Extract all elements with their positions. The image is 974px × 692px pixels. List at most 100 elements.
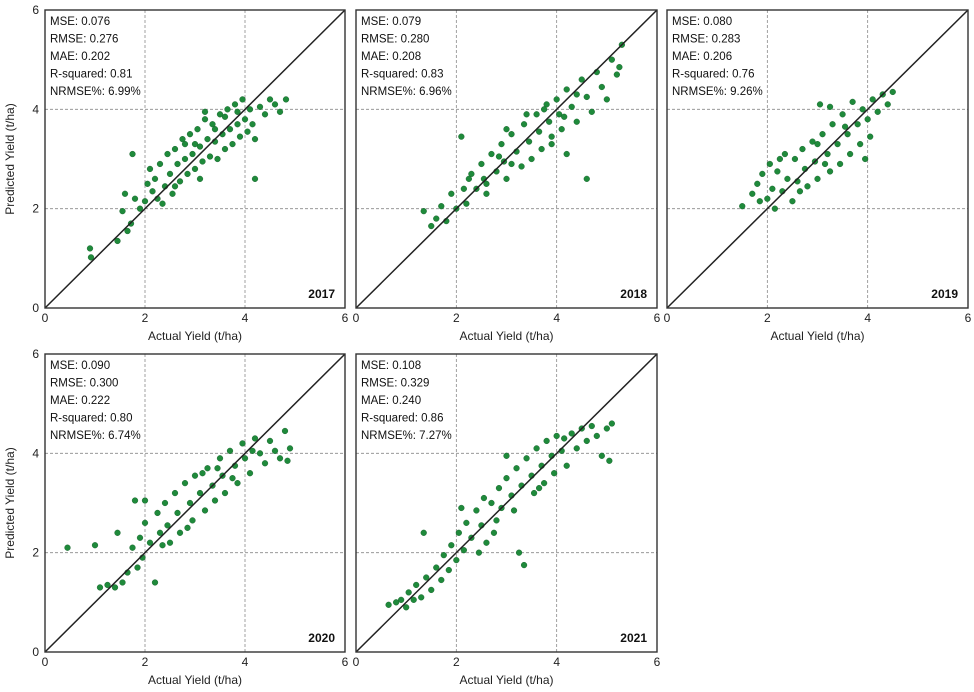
data-point: [86, 245, 94, 252]
data-point: [495, 153, 503, 160]
data-point: [191, 472, 199, 479]
reference-line-1to1: [44, 9, 346, 309]
data-point: [114, 237, 121, 245]
data-point: [191, 141, 199, 148]
data-point: [520, 561, 528, 569]
data-point: [214, 465, 221, 472]
data-point: [513, 465, 520, 472]
y-axis-label: Predicted Yield (t/ha): [3, 447, 17, 558]
reference-line-1to1: [44, 353, 346, 653]
data-point: [498, 141, 505, 148]
data-point: [423, 574, 430, 581]
data-point: [281, 427, 289, 435]
data-point: [104, 581, 111, 589]
data-point: [814, 141, 821, 148]
data-point: [169, 190, 176, 197]
data-point: [541, 480, 548, 487]
data-point: [543, 101, 550, 108]
data-point: [199, 470, 206, 477]
data-point: [603, 425, 610, 432]
data-point: [508, 160, 515, 168]
data-point: [91, 542, 99, 549]
stat-line: R-squared: 0.86: [361, 413, 443, 425]
stat-line: MSE: 0.080: [672, 16, 732, 28]
data-point: [541, 106, 548, 113]
data-point: [483, 190, 490, 197]
panel-year-label: 2019: [931, 287, 958, 301]
y-axis-label: Predicted Yield (t/ha): [3, 103, 17, 214]
stat-line: NRMSE%: 7.27%: [361, 430, 452, 442]
stat-line: MAE: 0.240: [361, 395, 421, 407]
data-point: [849, 98, 856, 105]
stat-line: MAE: 0.206: [672, 51, 732, 63]
data-point: [874, 108, 881, 115]
data-point: [189, 517, 196, 524]
stat-line: NRMSE%: 9.26%: [672, 86, 763, 98]
data-point: [206, 153, 214, 160]
data-point: [241, 455, 249, 462]
stat-line: RMSE: 0.300: [50, 378, 118, 390]
data-point: [488, 499, 495, 507]
data-point: [131, 497, 139, 504]
data-point: [613, 71, 620, 78]
reference-line-1to1: [355, 9, 658, 309]
data-point: [433, 215, 440, 222]
data-point: [483, 539, 490, 546]
x-tick-label: 4: [242, 311, 249, 325]
data-point: [129, 544, 136, 551]
data-point: [445, 566, 452, 574]
data-point: [266, 437, 274, 445]
data-point: [523, 455, 530, 462]
data-point: [508, 131, 515, 138]
data-point: [826, 168, 834, 175]
data-point: [221, 145, 229, 153]
data-point: [151, 175, 159, 182]
data-point: [134, 564, 141, 571]
data-point: [862, 155, 869, 163]
data-point: [164, 150, 171, 158]
data-point: [784, 175, 791, 182]
data-point: [551, 470, 558, 477]
x-tick-label: 4: [553, 655, 560, 669]
data-point: [816, 101, 824, 108]
x-tick-label: 6: [342, 655, 349, 669]
data-point: [251, 175, 259, 182]
data-point: [136, 534, 144, 541]
data-point: [114, 529, 121, 536]
data-point: [282, 96, 290, 103]
data-point: [749, 190, 756, 197]
data-point: [229, 475, 236, 482]
data-point: [603, 96, 610, 103]
data-point: [739, 203, 746, 210]
x-tick-label: 6: [965, 311, 972, 325]
stat-line: MSE: 0.108: [361, 360, 421, 372]
data-point: [473, 507, 480, 514]
data-point: [181, 141, 189, 148]
data-point: [241, 116, 249, 123]
data-point: [211, 497, 219, 504]
data-point: [216, 455, 224, 462]
stat-line: NRMSE%: 6.74%: [50, 430, 141, 442]
data-point: [184, 170, 191, 178]
data-point: [804, 183, 811, 190]
data-point: [234, 121, 241, 128]
panel-2019: 0 2 4 6 Actual Yield (t/ha) MSE: 0.080 RMSE: 0…: [664, 9, 972, 343]
data-point: [246, 470, 254, 477]
panel-year-label: 2021: [620, 631, 647, 645]
data-point: [503, 475, 510, 482]
data-point: [194, 126, 201, 133]
data-point: [821, 160, 829, 168]
data-point: [525, 138, 533, 145]
data-point: [166, 170, 174, 178]
data-point: [201, 116, 209, 123]
data-point: [546, 118, 553, 125]
data-point: [776, 155, 783, 163]
data-point: [608, 56, 615, 63]
stat-line: NRMSE%: 6.96%: [361, 86, 452, 98]
data-point: [171, 183, 179, 190]
x-tick-label: 6: [654, 311, 661, 325]
x-tick-label: 2: [142, 311, 149, 325]
y-tick-label: 4: [32, 102, 39, 116]
stat-line: R-squared: 0.83: [361, 69, 443, 81]
data-point: [111, 584, 119, 591]
